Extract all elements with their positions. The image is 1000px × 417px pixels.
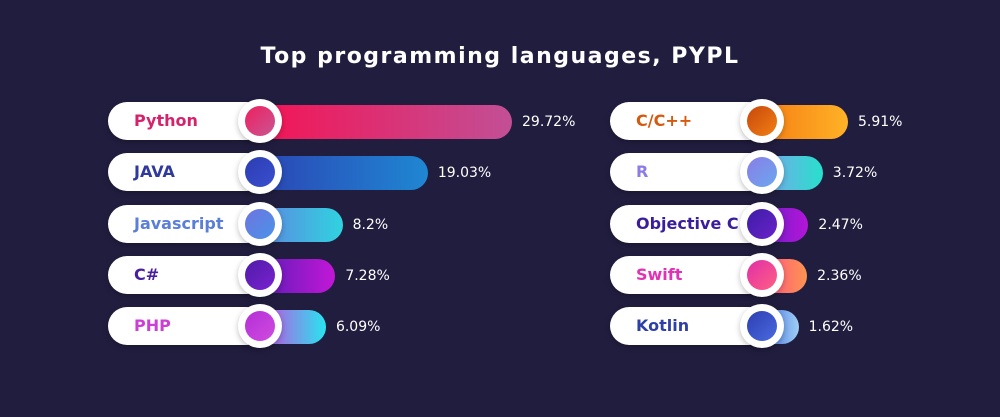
- language-label: Javascript: [134, 213, 224, 233]
- chart-title: Top programming languages, PYPL: [260, 44, 740, 69]
- value-label: 19.03%: [437, 165, 492, 182]
- dot-marker: [740, 99, 784, 143]
- bar-python: [258, 105, 512, 139]
- bar-row-objective-c: Objective C 2.47%: [610, 201, 995, 246]
- value-label: 29.72%: [522, 114, 576, 130]
- language-label: C#: [134, 264, 160, 284]
- bar-row-c: C# 7.28%: [108, 252, 588, 297]
- dot-marker-fill: [747, 106, 777, 136]
- dot-marker: [238, 201, 282, 246]
- dot-marker-fill: [245, 208, 275, 239]
- dot-marker: [740, 150, 784, 195]
- left-bar-column: Python 29.72% JAVA 19.03% Javascript 8.2% C# 7.…: [108, 99, 588, 357]
- language-label: PHP: [134, 316, 171, 336]
- bar-row-kotlin: Kotlin 1.62%: [610, 304, 995, 349]
- dot-marker-fill: [245, 259, 275, 290]
- language-label: JAVA: [134, 162, 175, 182]
- value-label: 2.47%: [818, 216, 863, 233]
- dot-marker: [740, 201, 784, 246]
- language-label: R: [636, 162, 649, 182]
- language-label: Objective C: [636, 213, 739, 233]
- dot-marker-fill: [245, 106, 275, 136]
- value-label: 7.28%: [345, 267, 390, 284]
- bar-row-swift: Swift 2.36%: [610, 252, 995, 297]
- dot-marker: [238, 99, 282, 143]
- language-pill: C#: [108, 255, 266, 294]
- bar-row-javascript: Javascript 8.2%: [108, 201, 588, 246]
- value-label: 8.2%: [352, 216, 389, 233]
- value-label: 6.09%: [335, 319, 381, 336]
- bar-row-r: R 3.72%: [610, 150, 995, 195]
- bar-row-java: JAVA 19.03%: [108, 150, 588, 195]
- bar-java: [258, 156, 428, 191]
- dot-marker-fill: [747, 311, 777, 342]
- bar-row-python: Python 29.72%: [108, 99, 588, 143]
- value-label: 1.62%: [808, 319, 854, 336]
- language-label: Swift: [636, 264, 683, 284]
- dot-marker-fill: [747, 157, 777, 188]
- value-label: 3.72%: [832, 165, 878, 182]
- dot-marker: [740, 252, 784, 297]
- value-label: 2.36%: [817, 267, 862, 284]
- language-label: Kotlin: [636, 316, 690, 336]
- bar-row-php: PHP 6.09%: [108, 304, 588, 349]
- dot-marker: [238, 150, 282, 195]
- dot-marker: [238, 252, 282, 297]
- language-label: C/C++: [636, 111, 693, 130]
- right-bar-column: C/C++ 5.91% R 3.72% Objective C 2.47% Swift 2.3…: [610, 99, 995, 357]
- value-label: 5.91%: [858, 114, 903, 130]
- bar-row-c-c: C/C++ 5.91%: [610, 99, 995, 143]
- dot-marker-fill: [747, 259, 777, 290]
- dot-marker-fill: [747, 208, 777, 239]
- dot-marker: [740, 304, 784, 349]
- dot-marker-fill: [245, 157, 275, 188]
- language-pill: Objective C: [610, 204, 768, 243]
- language-label: Python: [134, 111, 198, 130]
- dot-marker: [238, 304, 282, 349]
- dot-marker-fill: [245, 311, 275, 342]
